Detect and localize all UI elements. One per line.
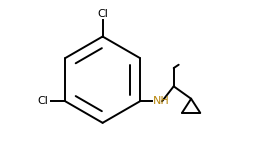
- Text: Cl: Cl: [37, 96, 48, 106]
- Text: NH: NH: [153, 96, 170, 106]
- Text: Cl: Cl: [97, 9, 108, 19]
